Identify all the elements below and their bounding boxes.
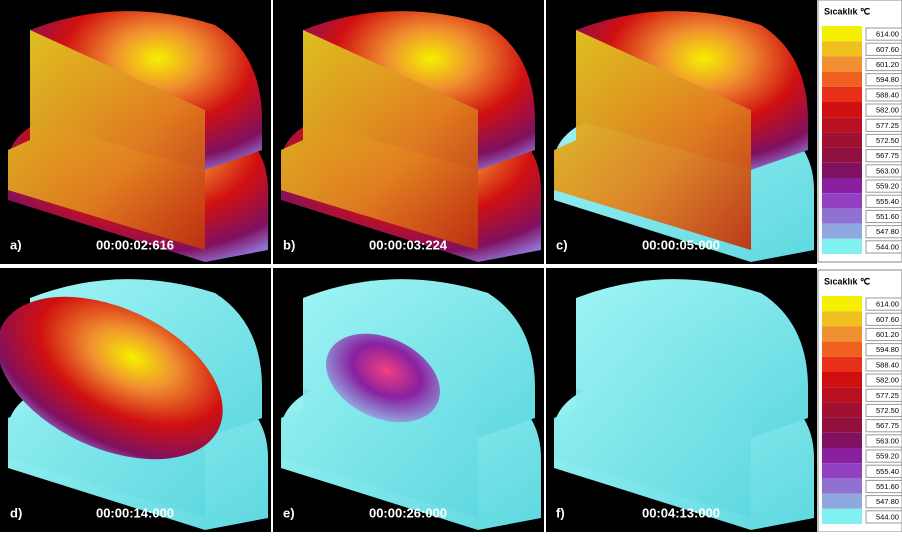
legend-label: 551.60 — [876, 212, 899, 221]
panel-label: e) — [283, 505, 295, 520]
panel: f) 00:04:13:000 — [546, 268, 817, 532]
legend-swatch — [822, 494, 862, 509]
panel-time: 00:00:03:224 — [369, 237, 448, 252]
legend-label: 572.50 — [876, 406, 899, 415]
legend-swatch — [822, 148, 862, 163]
legend-label: 567.75 — [876, 151, 899, 160]
panel: a) 00:00:02:616 — [0, 0, 271, 264]
legend-swatch — [822, 102, 862, 117]
legend-label: 577.25 — [876, 121, 899, 130]
legend-swatch — [822, 463, 862, 478]
legend-swatch — [822, 342, 862, 357]
legend-swatch — [822, 311, 862, 326]
legend-swatch — [822, 87, 862, 102]
panel-time: 00:00:26:000 — [369, 505, 447, 520]
legend-swatch — [822, 296, 862, 311]
legend-label: 547.80 — [876, 497, 899, 506]
legend-label: 582.00 — [876, 376, 899, 385]
panel: e) 00:00:26:000 — [273, 268, 544, 532]
legend-swatch — [822, 239, 862, 254]
legend-label: 582.00 — [876, 106, 899, 115]
panel: d) 00:00:14:000 — [0, 264, 271, 532]
legend-label: 559.20 — [876, 182, 899, 191]
legend-swatch — [822, 72, 862, 87]
legend-swatch — [822, 433, 862, 448]
legend-swatch — [822, 163, 862, 178]
legend-swatch — [822, 41, 862, 56]
legend-label: 601.20 — [876, 330, 899, 339]
legend-label: 551.60 — [876, 482, 899, 491]
panel-label: f) — [556, 505, 565, 520]
legend: Sıcaklık ℃ 614.00 607.60 601.20 594.80 588.40… — [818, 0, 902, 262]
legend-swatch — [822, 224, 862, 239]
legend-title: Sıcaklık ℃ — [824, 6, 870, 16]
panel-label: b) — [283, 237, 295, 252]
panel-label: a) — [10, 237, 22, 252]
panel-label: c) — [556, 237, 568, 252]
figure: a) 00:00:02:616 b) 00:00:03:224 c) 00:00:05:0… — [0, 0, 902, 532]
legend-label: 563.00 — [876, 166, 899, 175]
legend-swatch — [822, 448, 862, 463]
legend-swatch — [822, 26, 862, 41]
legend-swatch — [822, 193, 862, 208]
legend-label: 544.00 — [876, 242, 899, 251]
legend-label: 588.40 — [876, 360, 899, 369]
legend-swatch — [822, 478, 862, 493]
legend-label: 555.40 — [876, 467, 899, 476]
legend-swatch — [822, 387, 862, 402]
legend-label: 547.80 — [876, 227, 899, 236]
legend-swatch — [822, 117, 862, 132]
legend-label: 577.25 — [876, 391, 899, 400]
panel: b) 00:00:03:224 — [273, 0, 544, 264]
legend-label: 607.60 — [876, 45, 899, 54]
legend: Sıcaklık ℃ 614.00 607.60 601.20 594.80 588.40… — [818, 270, 902, 532]
legend-swatch — [822, 402, 862, 417]
legend-label: 567.75 — [876, 421, 899, 430]
legend-title: Sıcaklık ℃ — [824, 276, 870, 286]
panel-time: 00:04:13:000 — [642, 505, 720, 520]
legend-label: 563.00 — [876, 436, 899, 445]
legend-swatch — [822, 208, 862, 223]
legend-label: 594.80 — [876, 345, 899, 354]
legend-label: 614.00 — [876, 300, 899, 309]
legend-label: 559.20 — [876, 452, 899, 461]
legend-label: 555.40 — [876, 197, 899, 206]
panel: c) 00:00:05:000 — [546, 0, 817, 264]
legend-swatch — [822, 326, 862, 341]
legend-label: 588.40 — [876, 90, 899, 99]
legend-swatch — [822, 132, 862, 147]
legend-swatch — [822, 509, 862, 524]
legend-swatch — [822, 178, 862, 193]
legend-label: 614.00 — [876, 30, 899, 39]
panel-time: 00:00:05:000 — [642, 237, 720, 252]
legend-label: 601.20 — [876, 60, 899, 69]
panel-label: d) — [10, 505, 22, 520]
panel-time: 00:00:02:616 — [96, 237, 174, 252]
panel-time: 00:00:14:000 — [96, 505, 174, 520]
legend-label: 594.80 — [876, 75, 899, 84]
legend-label: 572.50 — [876, 136, 899, 145]
legend-swatch — [822, 56, 862, 71]
legend-swatch — [822, 372, 862, 387]
legend-label: 544.00 — [876, 512, 899, 521]
legend-swatch — [822, 418, 862, 433]
legend-label: 607.60 — [876, 315, 899, 324]
legend-swatch — [822, 357, 862, 372]
